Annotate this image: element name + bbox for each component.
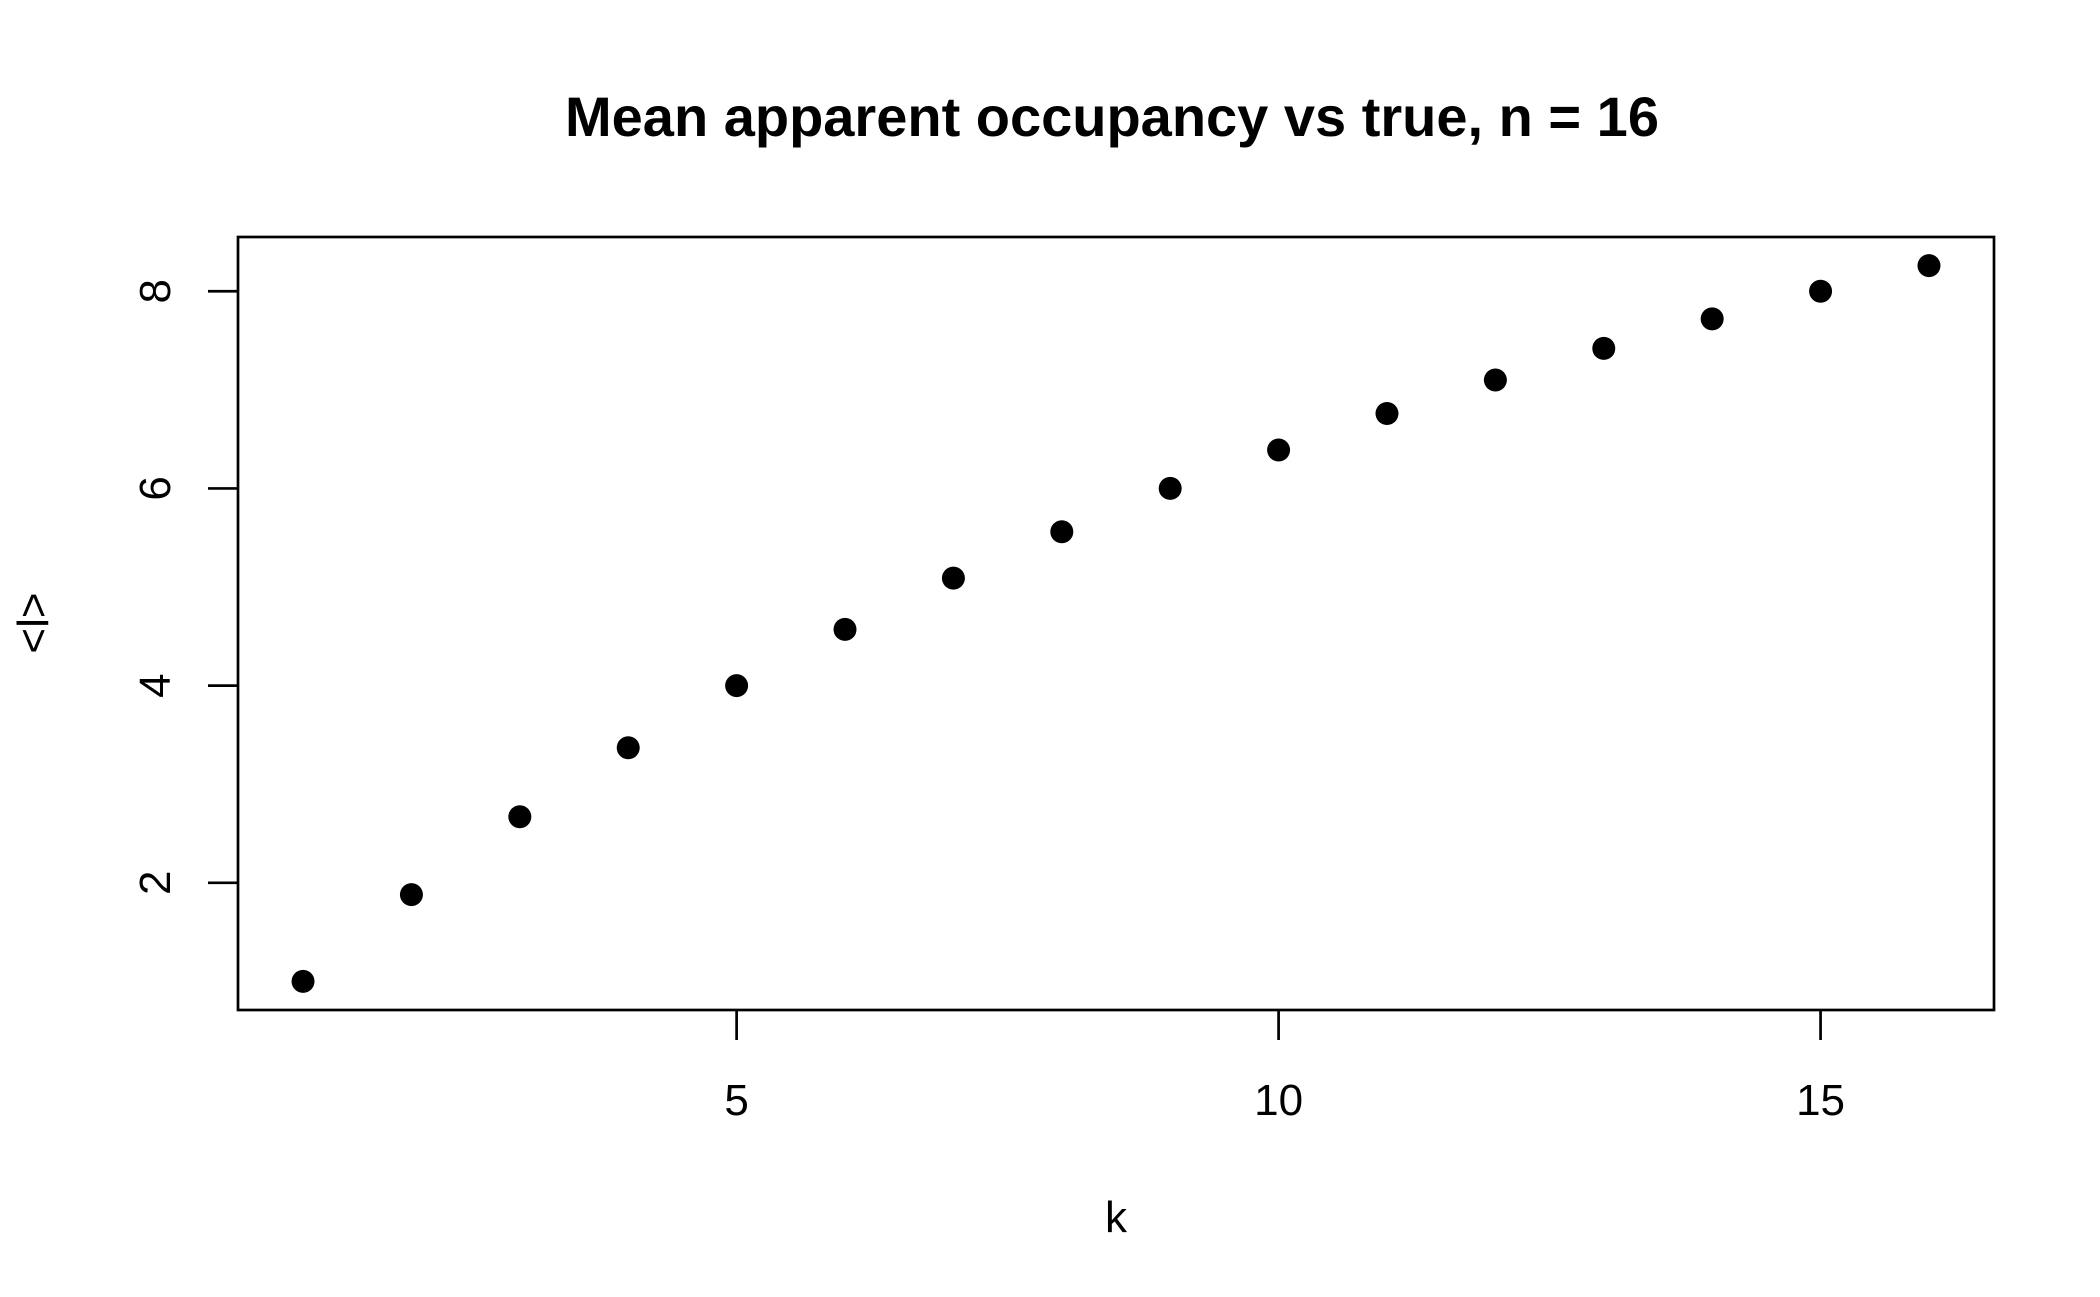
data-point: [1700, 307, 1724, 331]
data-point: [399, 883, 423, 907]
y-tick-label: 2: [131, 871, 180, 895]
data-point: [1483, 368, 1507, 392]
plot-area-frame: [236, 235, 1996, 1012]
y-tick-label: 4: [131, 673, 180, 697]
data-point: [1050, 520, 1074, 544]
data-point: [1267, 438, 1291, 462]
y-axis: 2 4 6 8: [131, 279, 238, 895]
data-point: [941, 566, 965, 590]
x-tick-label: 5: [724, 1076, 748, 1125]
data-points: [291, 254, 1941, 993]
y-axis-label: <l>: [9, 592, 58, 653]
y-tick-label: 6: [131, 476, 180, 500]
x-tick-label: 10: [1254, 1076, 1303, 1125]
data-point: [1375, 401, 1399, 425]
data-point: [1809, 279, 1833, 303]
x-axis: 5 10 15: [724, 1010, 1845, 1125]
data-point: [833, 617, 857, 641]
data-point: [291, 969, 315, 993]
data-point: [616, 736, 640, 760]
data-point: [1158, 476, 1182, 500]
x-tick-label: 15: [1796, 1076, 1845, 1125]
chart-title: Mean apparent occupancy vs true, n = 16: [565, 85, 1659, 148]
y-tick-label: 8: [131, 279, 180, 303]
x-axis-label: k: [1105, 1193, 1128, 1242]
data-point: [1592, 336, 1616, 360]
data-point: [508, 805, 532, 829]
data-point: [725, 674, 749, 698]
data-point: [1917, 254, 1941, 278]
